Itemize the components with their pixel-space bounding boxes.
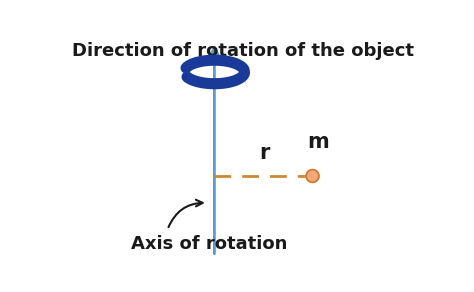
Text: Axis of rotation: Axis of rotation (130, 235, 287, 253)
Text: Direction of rotation of the object: Direction of rotation of the object (72, 42, 414, 60)
Circle shape (306, 170, 319, 182)
Text: r: r (260, 142, 270, 163)
Text: m: m (308, 133, 329, 152)
